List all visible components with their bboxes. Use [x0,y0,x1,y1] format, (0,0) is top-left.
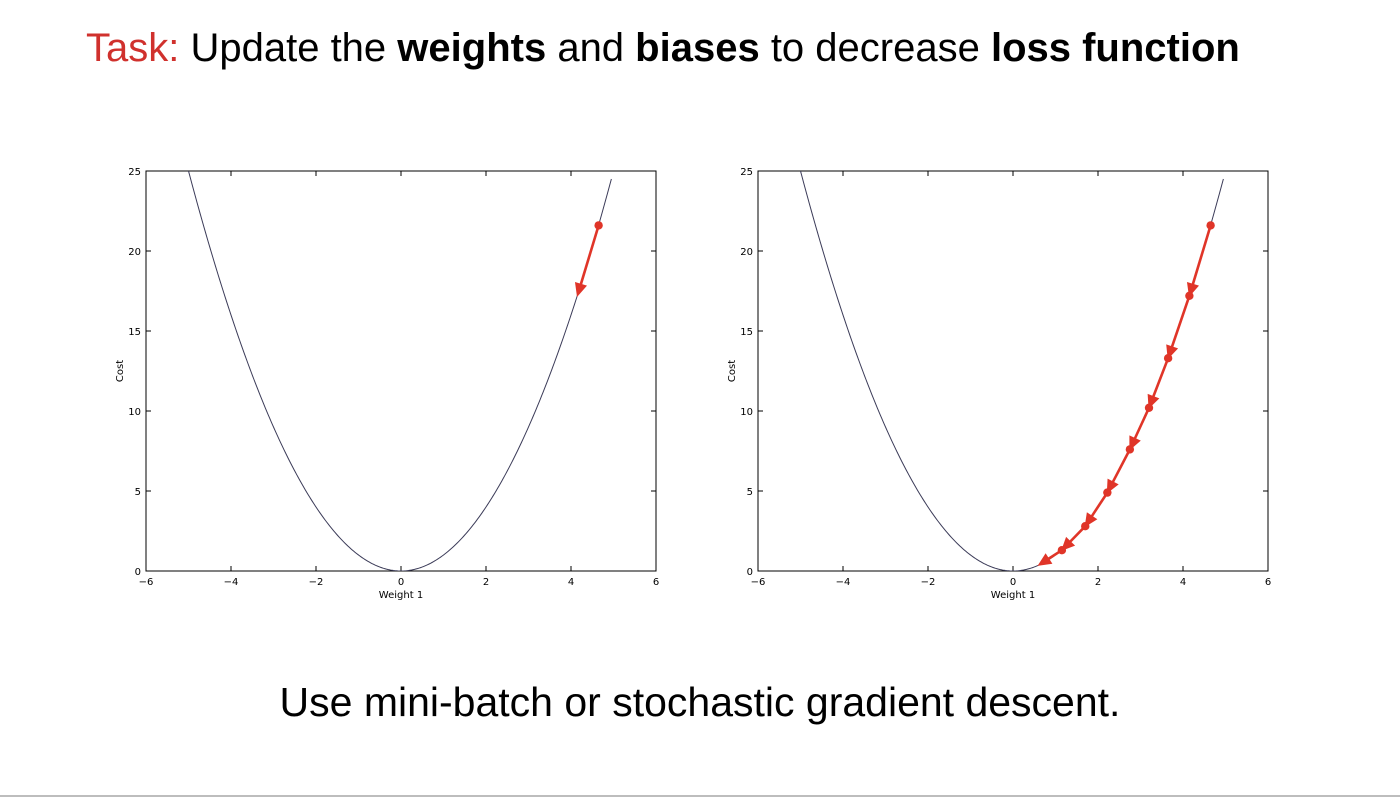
slide-title: Task: Update the weights and biases to d… [86,22,1240,74]
step-point [1103,488,1112,497]
y-tick-label: 5 [747,487,753,498]
y-tick-label: 0 [135,567,141,578]
chart-single-step: −6 −4 −2 0 2 4 6 0 5 10 15 20 25 Weight 1 Cost [106,160,676,615]
step-arrowhead [574,282,587,297]
title-text-3: to decrease [759,26,991,70]
y-tick-label: 25 [740,167,753,178]
y-tick-label: 15 [740,327,753,338]
plot-frame [757,170,1269,572]
x-tick-label: 4 [1180,577,1186,588]
step-arrowhead [1084,512,1098,528]
y-tick-label: 10 [128,407,141,418]
title-text-2: and [546,26,636,70]
bottom-divider [0,795,1400,797]
y-tick-label: 10 [740,407,753,418]
plot-frame [145,170,657,572]
step-line [1191,225,1212,285]
y-tick-label: 25 [128,167,141,178]
step-arrowhead [1106,478,1119,494]
x-tick-label: 6 [1265,577,1271,588]
step-point [1144,403,1154,412]
x-tick-label: 4 [568,577,574,588]
task-label: Task: [86,26,180,70]
chart-single-step-svg: −6 −4 −2 0 2 4 6 0 5 10 15 20 25 Weight 1 Cost [115,167,659,601]
step-point [1163,354,1173,363]
step-point [594,221,603,230]
step-line [1111,448,1132,483]
step-arrowhead [1061,536,1076,552]
step-point [1185,291,1194,300]
chart-many-steps: −6 −4 −2 0 2 4 6 0 5 10 15 20 25 Weight 1 Cost [718,160,1288,615]
step-point [1206,221,1215,230]
x-tick-label: 0 [398,577,404,588]
step-line [1090,491,1109,517]
y-tick-label: 20 [128,247,141,258]
y-tick-label: 20 [740,247,753,258]
step-line [1133,407,1151,440]
title-loss-function: loss function [990,26,1240,70]
x-tick-label: −6 [139,577,154,588]
x-tick-label: 0 [1010,577,1016,588]
y-tick-label: 15 [128,327,141,338]
chart-many-steps-svg: −6 −4 −2 0 2 4 6 0 5 10 15 20 25 Weight 1 Cost [727,167,1271,601]
y-tick-label: 5 [135,487,141,498]
step-line [1152,357,1170,398]
x-axis-label: Weight 1 [379,590,423,601]
cost-curve [187,171,612,571]
x-tick-label: 2 [483,577,489,588]
x-tick-label: 2 [1095,577,1101,588]
title-weights: weights [397,26,547,70]
y-tick-label: 0 [747,567,753,578]
x-tick-label: 6 [653,577,659,588]
title-biases: biases [635,26,760,70]
step-line [579,225,600,285]
curve-group [187,171,612,571]
y-axis-label: Cost [115,360,126,382]
step-point [1125,445,1135,454]
title-text-1: Update the [179,26,398,70]
step-arrowhead [1037,553,1053,566]
x-tick-label: −4 [836,577,851,588]
x-tick-label: −2 [921,577,936,588]
x-tick-label: −6 [751,577,766,588]
step-point [1057,546,1067,555]
subtitle: Use mini-batch or stochastic gradient de… [279,679,1121,725]
x-tick-label: −2 [309,577,324,588]
step-line [1170,295,1191,348]
y-axis-label: Cost [727,360,738,382]
step-point [1081,522,1090,531]
x-tick-label: −4 [224,577,239,588]
x-axis-label: Weight 1 [991,590,1035,601]
